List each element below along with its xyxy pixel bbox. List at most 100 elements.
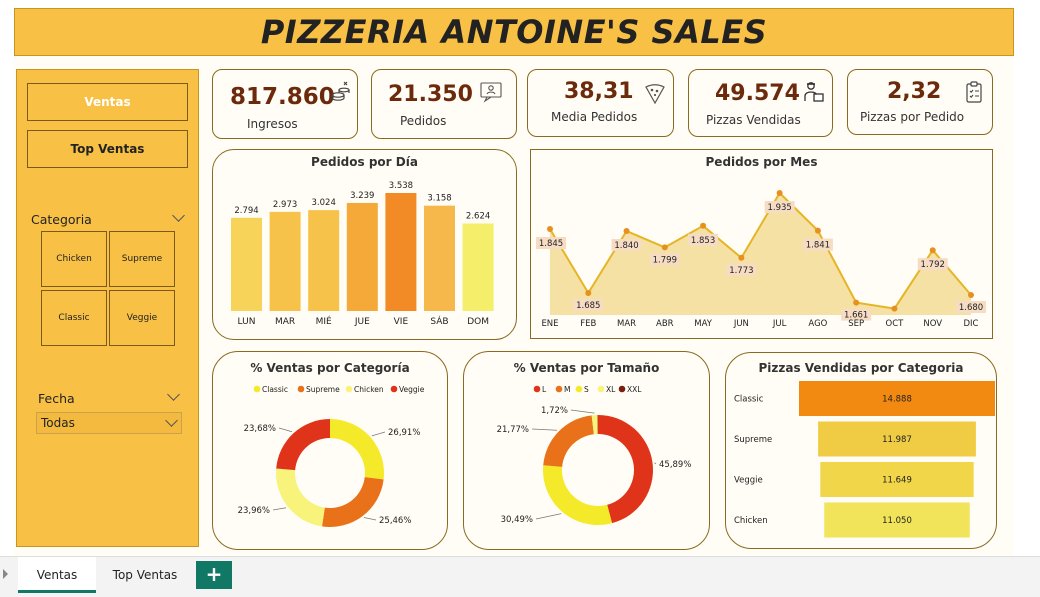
- bar-dom: [462, 223, 494, 311]
- point-abr: [661, 244, 668, 251]
- slice-xl: [591, 415, 598, 435]
- clipboard-icon: [966, 81, 982, 103]
- scroll-left-icon[interactable]: [3, 569, 8, 579]
- data-label-bg: [536, 237, 566, 249]
- nav-button-top-ventas[interactable]: Top Ventas: [27, 130, 188, 168]
- data-label-bg: [688, 233, 719, 246]
- legend-label: XXL: [627, 385, 642, 394]
- point-sep: [853, 299, 860, 306]
- x-tick-label: MAY: [694, 319, 712, 329]
- slice-data-label: 45,89%: [659, 460, 691, 470]
- x-tick-label: FEB: [580, 319, 596, 329]
- categoria-tile-classic[interactable]: Classic: [41, 290, 107, 346]
- delivery-person-icon: [804, 82, 824, 102]
- x-tick-label: SEP: [848, 319, 864, 329]
- bar-data-label: 2.794: [234, 206, 258, 216]
- chart-title: % Ventas por Categoría: [250, 361, 410, 375]
- bar-data-label: 11.649: [882, 476, 912, 486]
- dropdown-chevron-icon: [165, 414, 178, 427]
- bar-mar: [269, 211, 301, 311]
- categoria-tile-chicken[interactable]: Chicken: [41, 231, 107, 287]
- x-tick-label: VIE: [394, 317, 409, 327]
- slice-chicken: [276, 468, 325, 527]
- point-jun: [738, 254, 745, 261]
- point-data-label: 1.845: [539, 239, 563, 249]
- legend-label: L: [542, 385, 547, 394]
- legend-marker-xxl: [618, 385, 626, 393]
- point-nov: [929, 247, 936, 254]
- leader-line: [363, 517, 377, 521]
- fecha-chevron-icon[interactable]: [167, 388, 180, 401]
- kpi-label: Pizzas por Pedido: [860, 110, 965, 124]
- sidebar: Ventas Top Ventas Categoria Chicken Supr…: [16, 69, 199, 547]
- data-label-bg: [917, 258, 948, 271]
- categoria-chevron-icon[interactable]: [172, 209, 185, 222]
- legend-label: XL: [606, 385, 616, 394]
- categoria-tile-supreme[interactable]: Supreme: [109, 231, 175, 287]
- x-tick-label: JUN: [733, 319, 749, 329]
- legend-label: Chicken: [354, 385, 384, 394]
- nav-button-ventas[interactable]: Ventas: [27, 83, 188, 121]
- leader-line: [535, 513, 562, 520]
- categoria-tile-veggie[interactable]: Veggie: [109, 290, 175, 346]
- point-data-label: 1.935: [767, 203, 791, 213]
- title-bar: PIZZERIA ANTOINE'S SALES: [14, 8, 1014, 56]
- leader-line: [272, 507, 287, 511]
- kpi-label: Ingresos: [247, 117, 298, 131]
- legend-label: Veggie: [399, 385, 425, 394]
- bar-jue: [346, 202, 378, 311]
- slice-veggie: [276, 419, 330, 471]
- tab-ventas[interactable]: Ventas: [18, 557, 96, 593]
- point-data-label: 1.841: [806, 241, 830, 251]
- x-tick-label: OCT: [886, 319, 905, 329]
- kpi-value: 21.350: [388, 82, 473, 107]
- slice-data-label: 21,77%: [497, 425, 529, 435]
- chart-title: Pizzas Vendidas por Categoria: [758, 361, 964, 375]
- tab-top-ventas[interactable]: Top Ventas: [112, 568, 178, 582]
- bar-data-label: 3.538: [389, 181, 413, 191]
- chart-card-ventas-tamano: % Ventas por Tamaño L M S XL XXL 45,89% 30,49%…: [463, 351, 710, 550]
- area-chart-pedidos-mes: 1.845 ENE 1.685 FEB 1.840 MAR 1.799 ABR 1.853 MAY…: [536, 190, 986, 329]
- data-label-bg: [573, 299, 604, 311]
- point-data-label: 1.853: [691, 236, 715, 246]
- bar-chicken: [824, 502, 970, 538]
- fecha-dropdown-value: Todas: [41, 416, 75, 430]
- coins-icon: [331, 81, 350, 101]
- category-label: Chicken: [734, 516, 768, 526]
- slice-supreme: [322, 477, 384, 527]
- chart-card-pedidos-mes: Pedidos por Mes 1.845 ENE 1.685 FEB 1.840 MAR…: [530, 149, 993, 339]
- x-tick-label: DOM: [467, 317, 489, 327]
- chart-card-ventas-categoria: % Ventas por Categoría Classic Supreme Chi…: [212, 351, 448, 550]
- point-mar: [623, 228, 630, 234]
- pizza-slice-icon: [645, 84, 665, 105]
- slice-data-label: 23,68%: [244, 424, 276, 434]
- x-tick-label: NOV: [923, 319, 942, 329]
- slice-data-label: 25,46%: [379, 516, 411, 526]
- data-label-bg: [841, 308, 872, 321]
- add-tab-button[interactable]: +: [196, 561, 232, 589]
- kpi-label: Pizzas Vendidas: [706, 113, 801, 127]
- point-feb: [585, 290, 592, 296]
- bar-sáb: [424, 205, 455, 311]
- kpi-card-pizzas-por-pedido: 2,32 Pizzas por Pedido: [847, 69, 993, 135]
- legend-marker-l: [533, 385, 541, 393]
- bar-data-label: 11.050: [882, 516, 912, 526]
- bar-veggie: [820, 462, 974, 497]
- categoria-label: Categoria: [31, 212, 92, 227]
- data-label-bg: [649, 253, 680, 266]
- slice-data-label: 23,96%: [238, 506, 270, 516]
- point-oct: [891, 305, 898, 312]
- bar-data-label: 2.973: [273, 200, 297, 210]
- data-label-bg: [956, 301, 986, 313]
- x-tick-label: MAR: [617, 319, 636, 329]
- slice-s: [543, 415, 594, 467]
- fecha-dropdown[interactable]: Todas: [36, 412, 182, 434]
- point-may: [700, 222, 707, 229]
- bar-data-label: 3.024: [312, 198, 336, 208]
- x-tick-label: SÁB: [430, 315, 448, 327]
- point-data-label: 1.792: [921, 260, 945, 270]
- area-fill: [550, 193, 971, 315]
- x-tick-label: JUE: [354, 317, 370, 327]
- kpi-card-media-pedidos: 38,31 Media Pedidos: [527, 69, 674, 137]
- legend-marker-xl: [597, 385, 605, 393]
